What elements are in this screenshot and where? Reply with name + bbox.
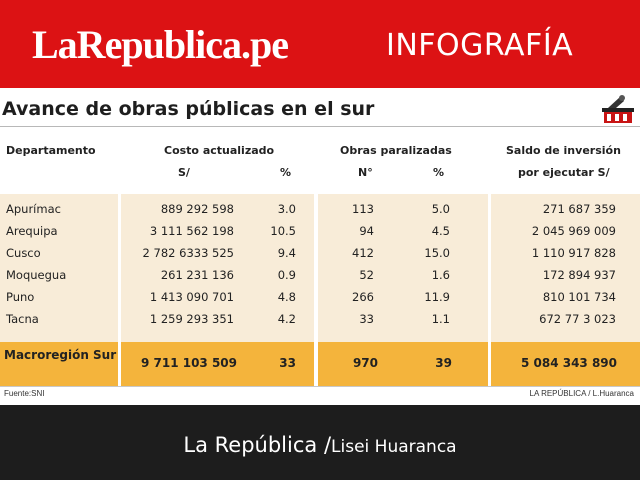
cell-departamento: Arequipa	[6, 224, 58, 238]
header-costo-pct: %	[280, 166, 292, 179]
band-departamento	[0, 194, 118, 342]
total-band-costo	[121, 342, 314, 386]
cell-costo: 261 231 136	[160, 268, 234, 282]
cell-obras-num: 412	[352, 246, 374, 260]
header-departamento: Departamento	[6, 144, 96, 157]
cell-saldo: 1 110 917 828	[531, 246, 616, 260]
header-obras-num: N°	[358, 166, 373, 179]
cell-saldo: 271 687 359	[542, 202, 616, 216]
cell-departamento: Cusco	[6, 246, 41, 260]
cell-obras-pct: 1.1	[431, 312, 450, 326]
data-table: Departamento Costo actualizado S/ % Obra…	[0, 130, 640, 386]
cell-obras-pct: 4.5	[431, 224, 450, 238]
total-label: Macroregión Sur	[4, 348, 117, 362]
cell-costo: 1 413 090 701	[149, 290, 234, 304]
author-name: Lisei Huaranca	[331, 437, 457, 457]
cell-saldo: 2 045 969 009	[531, 224, 616, 238]
total-band-departamento	[0, 342, 118, 386]
cell-saldo: 810 101 734	[542, 290, 616, 304]
title-divider	[0, 126, 640, 127]
band-obras	[318, 194, 488, 342]
cell-departamento: Tacna	[6, 312, 39, 326]
total-saldo: 5 084 343 890	[520, 356, 617, 370]
cell-obras-pct: 11.9	[424, 290, 450, 304]
cell-departamento: Apurímac	[6, 202, 61, 216]
cell-departamento: Moquegua	[6, 268, 67, 282]
cell-obras-pct: 1.6	[431, 268, 450, 282]
cell-obras-num: 33	[359, 312, 374, 326]
cell-costo-pct: 10.5	[270, 224, 296, 238]
header-obras-pct: %	[433, 166, 445, 179]
cell-costo: 3 111 562 198	[149, 224, 234, 238]
section-label: INFOGRAFÍA	[386, 28, 574, 63]
total-band-saldo	[491, 342, 640, 386]
cell-costo-pct: 9.4	[277, 246, 296, 260]
total-band-obras	[318, 342, 488, 386]
band-costo	[121, 194, 314, 342]
page-title: Avance de obras públicas en el sur	[2, 98, 375, 120]
cell-obras-num: 52	[359, 268, 374, 282]
cell-saldo: 172 894 937	[542, 268, 616, 282]
total-obras-num: 970	[352, 356, 378, 370]
total-costo-pct: 33	[279, 356, 296, 370]
header-obras-paralizadas: Obras paralizadas	[340, 144, 452, 157]
footer-divider	[0, 386, 640, 387]
total-costo: 9 711 103 509	[140, 356, 237, 370]
header-saldo-line1: Saldo de inversión	[506, 144, 621, 157]
cell-saldo: 672 77 3 023	[539, 312, 616, 326]
cell-obras-num: 94	[359, 224, 374, 238]
cell-costo-pct: 4.2	[277, 312, 296, 326]
cell-obras-pct: 5.0	[431, 202, 450, 216]
source-note: Fuente:SNI	[4, 389, 45, 398]
cell-costo-pct: 4.8	[277, 290, 296, 304]
cell-costo-pct: 3.0	[277, 202, 296, 216]
band-saldo	[491, 194, 640, 342]
cell-obras-pct: 15.0	[424, 246, 450, 260]
cell-obras-num: 266	[352, 290, 374, 304]
cell-costo: 2 782 6333 525	[142, 246, 234, 260]
credit-line: La República /Lisei Huaranca	[0, 432, 640, 460]
cell-costo-pct: 0.9	[277, 268, 296, 282]
author-separator: /	[317, 433, 332, 457]
cell-costo: 1 259 293 351	[149, 312, 234, 326]
cell-costo: 889 292 598	[160, 202, 234, 216]
credit-note: LA REPÚBLICA / L.Huaranca	[529, 389, 635, 398]
header-costo-actualizado: Costo actualizado	[164, 144, 275, 157]
cell-obras-num: 113	[352, 202, 374, 216]
credit-bar	[0, 405, 640, 480]
publication-name: La República	[183, 433, 318, 457]
header-banner: LaRepublica.pe INFOGRAFÍA	[0, 0, 640, 88]
total-obras-pct: 39	[435, 356, 452, 370]
header-saldo-line2: por ejecutar S/	[518, 166, 610, 179]
cell-departamento: Puno	[6, 290, 35, 304]
header-costo-soles: S/	[178, 166, 190, 179]
republica-mark-icon	[602, 95, 634, 123]
brand-logo[interactable]: LaRepublica.pe	[32, 22, 289, 67]
